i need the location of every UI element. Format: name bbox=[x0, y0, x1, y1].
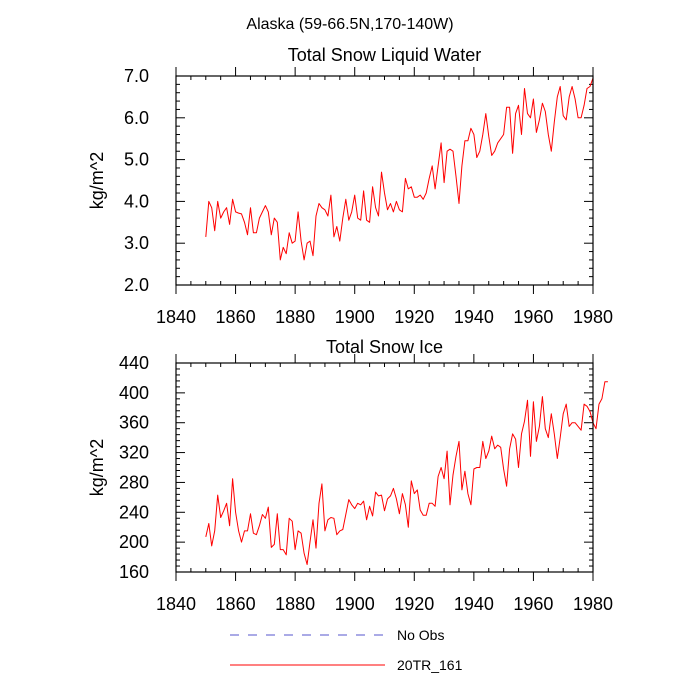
y-axis-label: kg/m^2 bbox=[87, 152, 107, 209]
y-tick-label: 280 bbox=[119, 472, 149, 492]
x-tick-label: 1980 bbox=[573, 307, 613, 327]
x-tick-label: 1960 bbox=[513, 307, 553, 327]
chart-panel-snow-liquid-water: Total Snow Liquid Water kg/m^2 2.0 3.0 4.0 5.… bbox=[87, 45, 613, 327]
x-tick-label: 1980 bbox=[573, 594, 613, 614]
series-line-20tr-161 bbox=[205, 381, 608, 565]
y-tick-label: 160 bbox=[119, 562, 149, 582]
y-tick-label: 240 bbox=[119, 502, 149, 522]
x-tick-label: 1880 bbox=[275, 307, 315, 327]
y-axis-label: kg/m^2 bbox=[87, 439, 107, 496]
y-tick-label: 5.0 bbox=[124, 150, 149, 170]
y-tick-label: 7.0 bbox=[124, 66, 149, 86]
y-tick-label: 360 bbox=[119, 413, 149, 433]
y-tick-label: 440 bbox=[119, 353, 149, 373]
legend: No Obs 20TR_161 bbox=[230, 627, 463, 673]
legend-label-no-obs: No Obs bbox=[397, 627, 444, 643]
series-line-20tr-161 bbox=[205, 77, 594, 261]
y-tick-label: 200 bbox=[119, 532, 149, 552]
x-tick-label: 1860 bbox=[216, 594, 256, 614]
x-tick-label: 1840 bbox=[156, 307, 196, 327]
y-tick-label: 4.0 bbox=[124, 191, 149, 211]
x-tick-label: 1920 bbox=[394, 307, 434, 327]
plot-frame bbox=[175, 362, 594, 573]
chart-panel-snow-ice: Total Snow Ice kg/m^2 160 200 240 280 320 360 40… bbox=[87, 337, 613, 614]
x-tick-label: 1940 bbox=[454, 594, 494, 614]
legend-label-20tr-161: 20TR_161 bbox=[397, 657, 463, 673]
chart-title: Total Snow Ice bbox=[326, 337, 443, 357]
plot-frame bbox=[175, 75, 594, 286]
y-tick-label: 320 bbox=[119, 443, 149, 463]
x-tick-label: 1860 bbox=[216, 307, 256, 327]
y-tick-label: 6.0 bbox=[124, 108, 149, 128]
x-tick-label: 1920 bbox=[394, 594, 434, 614]
x-tick-label: 1840 bbox=[156, 594, 196, 614]
y-tick-label: 400 bbox=[119, 383, 149, 403]
figure-suptitle: Alaska (59-66.5N,170-140W) bbox=[246, 16, 453, 33]
y-tick-label: 2.0 bbox=[124, 275, 149, 295]
x-tick-label: 1960 bbox=[513, 594, 553, 614]
x-tick-label: 1900 bbox=[335, 594, 375, 614]
x-tick-label: 1940 bbox=[454, 307, 494, 327]
y-tick-label: 3.0 bbox=[124, 233, 149, 253]
chart-title: Total Snow Liquid Water bbox=[288, 45, 481, 65]
x-tick-label: 1880 bbox=[275, 594, 315, 614]
x-tick-label: 1900 bbox=[335, 307, 375, 327]
